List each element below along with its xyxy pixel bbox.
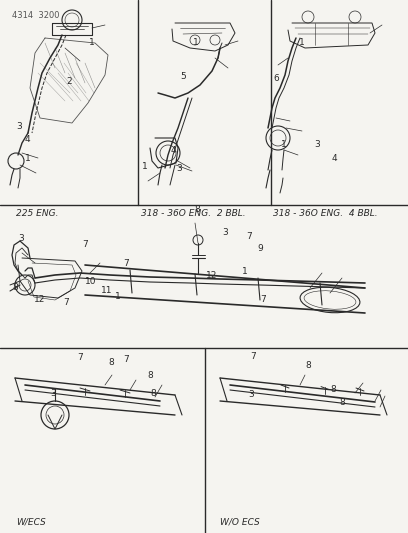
Text: 8: 8 [331,385,337,393]
Text: 1: 1 [281,141,286,149]
Text: 318 - 36O ENG.  4 BBL.: 318 - 36O ENG. 4 BBL. [273,209,377,217]
Text: 7: 7 [82,240,88,248]
Text: 7: 7 [78,353,83,361]
Text: 11: 11 [101,286,113,295]
Text: 8: 8 [339,399,345,407]
Text: 3: 3 [248,390,254,399]
Text: 5: 5 [180,72,186,80]
Text: 3: 3 [50,389,56,398]
Text: 3: 3 [17,123,22,131]
Text: 8: 8 [305,361,311,369]
Text: W/O ECS: W/O ECS [220,518,260,527]
Text: 8: 8 [195,205,200,214]
Text: 1: 1 [242,268,248,276]
Text: 6: 6 [274,75,279,83]
Text: 12: 12 [34,295,46,304]
Text: 9: 9 [257,244,263,253]
Text: 1: 1 [193,38,199,47]
Text: 7: 7 [250,352,256,360]
Text: 10: 10 [85,277,96,286]
Text: 12: 12 [206,271,217,279]
Text: 1: 1 [25,155,31,163]
Text: 3: 3 [18,234,24,243]
Text: 1: 1 [115,293,121,301]
Text: 1: 1 [89,38,95,47]
Text: 8: 8 [150,389,156,398]
Text: 4: 4 [25,135,31,144]
Text: 4: 4 [171,146,176,155]
Text: 318 - 36O ENG.  2 BBL.: 318 - 36O ENG. 2 BBL. [141,209,245,217]
Text: 7: 7 [246,232,252,241]
Text: 7: 7 [260,295,266,304]
Text: 8: 8 [13,284,18,292]
Text: 1: 1 [142,162,148,171]
Text: 3: 3 [222,229,228,237]
Text: 7: 7 [124,260,129,268]
Text: 4: 4 [332,155,337,163]
Text: 3: 3 [176,165,182,173]
Text: 7: 7 [63,298,69,306]
Text: 3: 3 [315,141,320,149]
Text: W/ECS: W/ECS [16,518,46,527]
Text: 4314  3200: 4314 3200 [12,11,60,20]
Text: 2: 2 [67,77,72,86]
Text: 225 ENG.: 225 ENG. [16,209,59,217]
Text: 7: 7 [123,356,129,364]
Text: 1: 1 [299,38,305,47]
Text: 8: 8 [147,372,153,380]
Text: 8: 8 [108,358,114,367]
